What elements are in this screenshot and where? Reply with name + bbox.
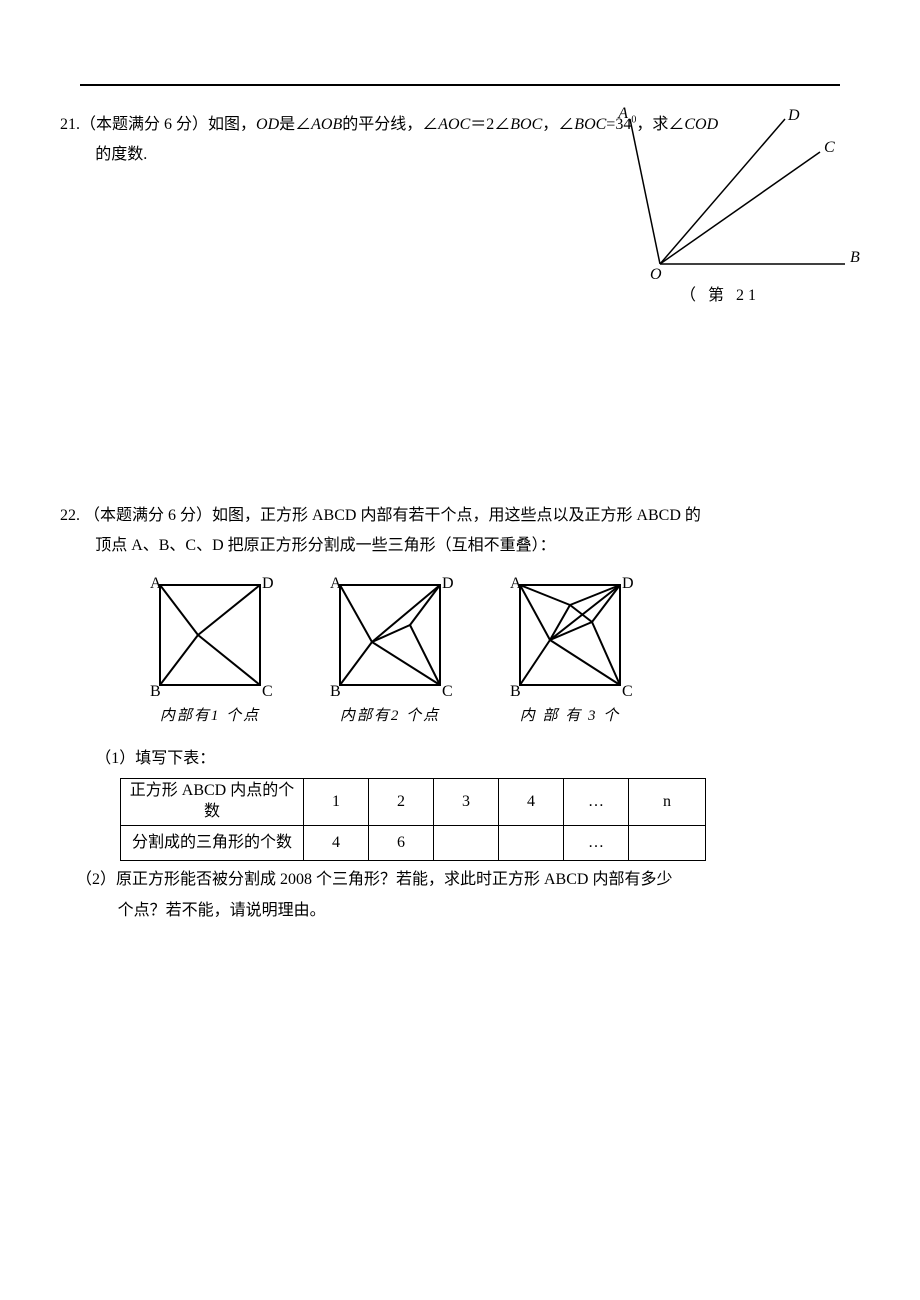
content-area: 21.（本题满分 6 分）如图，OD是∠AOB的平分线，∠AOC＝2∠BOC，∠… <box>60 110 860 926</box>
sq2-caption: 内部有2 个点 <box>320 702 460 731</box>
question-22: 22. （本题满分 6 分）如图，正方形 ABCD 内部有若干个点，用这些点以及… <box>60 501 860 926</box>
sq1-c: C <box>262 683 273 700</box>
q21-aoc: AOC <box>438 116 470 133</box>
square-block-2: A D B C 内部有2 个点 <box>320 570 460 731</box>
sq1-b: B <box>150 683 161 700</box>
table-row: 分割成的三角形的个数 4 6 … <box>121 826 706 861</box>
q21-cap-prefix: （ 第 <box>680 287 728 304</box>
sq2-a: A <box>330 575 342 592</box>
square-1-svg: A D B C <box>140 570 280 700</box>
q21-mid1: 是∠ <box>279 116 311 133</box>
col-n: n <box>629 779 706 826</box>
exam-page: 21.（本题满分 6 分）如图，OD是∠AOB的平分线，∠AOC＝2∠BOC，∠… <box>0 0 920 1300</box>
sq3-a: A <box>510 575 522 592</box>
q21-eq: ＝2∠ <box>470 116 510 133</box>
row1-label: 正方形 ABCD 内点的个数 <box>121 779 304 826</box>
q21-label-a: A <box>617 105 628 122</box>
val-4 <box>499 826 564 861</box>
points-table: 正方形 ABCD 内点的个数 1 2 3 4 … n 分割成的三角形的个数 4 … <box>120 778 706 861</box>
square-2-svg: A D B C <box>320 570 460 700</box>
q22-part1-label: （1）填写下表： <box>60 744 860 774</box>
col-2: 2 <box>369 779 434 826</box>
col-1: 1 <box>304 779 369 826</box>
q22-part2-line2: 个点？若不能，请说明理由。 <box>60 896 860 926</box>
square-block-3: A D B C 内 部 有 3 个 <box>500 570 640 731</box>
col-4: 4 <box>499 779 564 826</box>
q21-label-c: C <box>824 139 835 156</box>
sq3-caption: 内 部 有 3 个 <box>500 702 640 731</box>
val-3 <box>434 826 499 861</box>
q22-part2-line1: （2）原正方形能否被分割成 2008 个三角形？若能，求此时正方形 ABCD 内… <box>60 865 860 895</box>
q22-line1-text: （本题满分 6 分）如图，正方形 ABCD 内部有若干个点，用这些点以及正方形 … <box>80 507 701 524</box>
q22-line1: 22. （本题满分 6 分）如图，正方形 ABCD 内部有若干个点，用这些点以及… <box>60 501 860 531</box>
sq2-b: B <box>330 683 341 700</box>
sq2-d: D <box>442 575 454 592</box>
q22-part2-l1: （2）原正方形能否被分割成 2008 个三角形？若能，求此时正方形 ABCD 内… <box>76 871 672 888</box>
q21-prefix: （本题满分 6 分）如图， <box>80 116 256 133</box>
col-dots: … <box>564 779 629 826</box>
q22-table: 正方形 ABCD 内点的个数 1 2 3 4 … n 分割成的三角形的个数 4 … <box>120 778 860 861</box>
q21-figure: A D C B O （ 第 21 <box>570 104 870 311</box>
q21-aob: AOB <box>311 116 342 133</box>
q22-line2: 顶点 A、B、C、D 把原正方形分割成一些三角形（互相不重叠）： <box>60 531 860 561</box>
sq2-c: C <box>442 683 453 700</box>
q21-label-b: B <box>850 249 860 266</box>
val-2: 6 <box>369 826 434 861</box>
top-rule <box>80 84 840 86</box>
val-n <box>629 826 706 861</box>
sq1-a: A <box>150 575 162 592</box>
q21-label-o: O <box>650 266 662 279</box>
row2-label: 分割成的三角形的个数 <box>121 826 304 861</box>
sq1-caption: 内部有1 个点 <box>140 702 280 731</box>
q21-od: OD <box>256 116 279 133</box>
q21-figure-caption: （ 第 21 <box>570 281 870 311</box>
sq3-c: C <box>622 683 633 700</box>
q21-label-d: D <box>787 107 800 124</box>
q21-mid2: 的平分线，∠ <box>342 116 438 133</box>
val-1: 4 <box>304 826 369 861</box>
sq1-d: D <box>262 575 274 592</box>
col-3: 3 <box>434 779 499 826</box>
q21-cap-num: 21 <box>736 287 760 304</box>
q21-svg: A D C B O <box>570 104 870 279</box>
table-row: 正方形 ABCD 内点的个数 1 2 3 4 … n <box>121 779 706 826</box>
val-dots: … <box>564 826 629 861</box>
q21-boc: BOC <box>510 116 542 133</box>
sq3-d: D <box>622 575 634 592</box>
q21-number: 21. <box>60 116 80 133</box>
sq3-b: B <box>510 683 521 700</box>
q22-squares-row: A D B C 内部有1 个点 <box>140 570 860 731</box>
question-21: 21.（本题满分 6 分）如图，OD是∠AOB的平分线，∠AOC＝2∠BOC，∠… <box>60 110 860 171</box>
q22-number: 22. <box>60 507 80 524</box>
square-block-1: A D B C 内部有1 个点 <box>140 570 280 731</box>
square-3-svg: A D B C <box>500 570 640 700</box>
